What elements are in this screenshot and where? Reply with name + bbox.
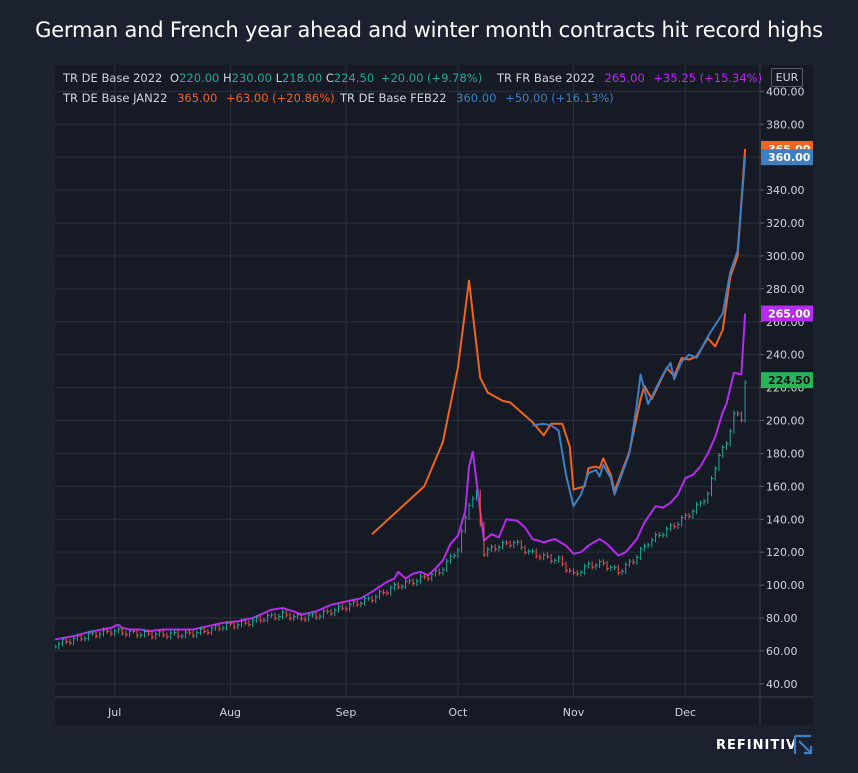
x-tick-label-4: Nov [563,706,585,719]
y-tick-label-8: 200.00 [766,415,805,428]
legend-jan22[interactable]: TR DE Base JAN22 365.00 +63.00 (+20.86%) [63,91,335,105]
refinitiv-logo-icon [793,734,813,755]
legend-jan22-value: 365.00 [177,91,218,105]
y-tick-label-5: 140.00 [766,513,805,526]
legend-de2022-low: 218.00 [281,71,323,85]
legend-de2022-open: 220.00 [179,71,220,85]
y-tick-label-4: 120.00 [766,546,805,559]
last-value-label-bg-3 [761,372,813,389]
legend-de2022-high: 230.00 [231,71,272,85]
legend-de2022-change: +20.00 (+9.78%) [380,71,483,85]
x-tick-label-5: Dec [675,706,696,719]
series-line-tr-de-base-feb22 [532,157,747,508]
legend-de2022-c-label: C [325,71,334,85]
refinitiv-logo-text: REFINITIV [716,738,798,753]
x-tick-label-1: Aug [220,706,241,719]
y-tick-label-18: 400.00 [766,85,805,98]
legend-fr2022[interactable]: TR FR Base 2022 265.00 +35.25 (+15.34%) [497,71,762,85]
y-tick-label-2: 80.00 [766,612,798,625]
chart-svg[interactable]: 40.00 60.00 80.00 100.00 120.00 140.00 160.00 1… [55,65,813,725]
y-tick-label-15: 340.00 [766,184,805,197]
legend-de2022[interactable]: TR DE Base 2022 O220.00 H230.00 L218.00 … [63,71,482,85]
y-tick-label-14: 320.00 [766,217,805,230]
legend-fr2022-change: +35.25 (+15.34%) [653,71,763,85]
currency-button[interactable]: EUR [771,68,803,87]
y-tick-label-0: 40.00 [766,678,798,691]
last-value-label-bg-2 [761,305,813,322]
y-tick-label-3: 100.00 [766,579,805,592]
legend-fr2022-name: TR FR Base 2022 [497,71,595,85]
legend-de2022-l-label: L [275,71,282,85]
last-value-label-3: 224.50 [768,374,811,387]
y-tick-label-7: 180.00 [766,447,805,460]
last-value-label-bg-1 [761,149,813,166]
y-tick-label-12: 280.00 [766,283,805,296]
series-line-tr-fr-base-2022 [55,313,747,641]
legend-de2022-h-label: H [223,71,232,85]
last-value-label-2: 265.00 [768,308,811,321]
x-tick-label-3: Oct [448,706,468,719]
y-tick-label-17: 380.00 [766,118,805,131]
legend-feb22[interactable]: TR DE Base FEB22 360.00 +50.00 (+16.13%) [340,91,614,105]
x-tick-label-0: Jul [107,706,121,719]
legend-feb22-name: TR DE Base FEB22 [340,91,447,105]
y-tick-label-1: 60.00 [766,645,798,658]
legend-jan22-change: +63.00 (+20.86%) [225,91,335,105]
legend-jan22-name: TR DE Base JAN22 [63,91,168,105]
y-tick-label-6: 160.00 [766,480,805,493]
legend-de2022-close: 224.50 [333,71,375,85]
y-tick-label-10: 240.00 [766,349,805,362]
y-tick-label-13: 300.00 [766,250,805,263]
legend-de2022-o-label: O [170,71,180,85]
x-tick-label-2: Sep [336,706,357,719]
legend-feb22-value: 360.00 [456,91,497,105]
legend-feb22-change: +50.00 (+16.13%) [505,91,614,105]
chart-area[interactable]: 40.00 60.00 80.00 100.00 120.00 140.00 160.00 1… [55,65,813,725]
legend-de2022-name: TR DE Base 2022 [63,71,163,85]
legend-fr2022-value: 265.00 [604,71,645,85]
last-value-label-1: 360.00 [768,151,811,164]
page-title: German and French year ahead and winter … [35,18,823,42]
